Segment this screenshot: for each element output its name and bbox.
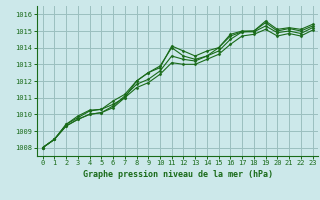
X-axis label: Graphe pression niveau de la mer (hPa): Graphe pression niveau de la mer (hPa) <box>83 170 273 179</box>
